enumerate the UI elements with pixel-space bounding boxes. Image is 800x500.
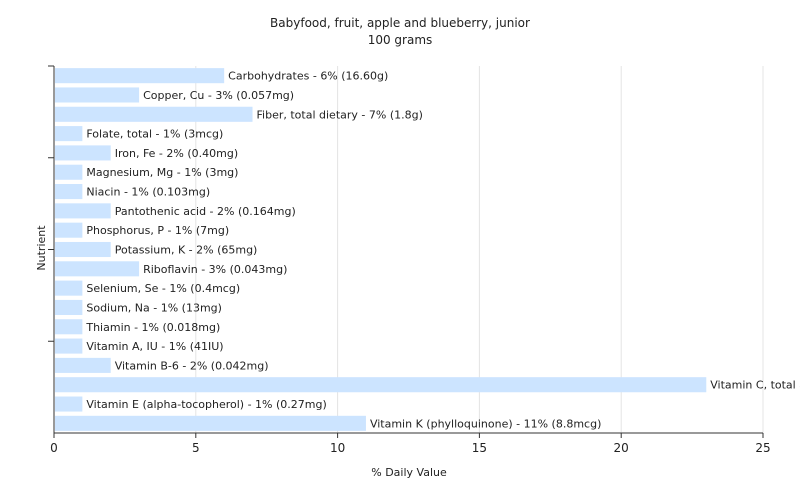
chart-title: Babyfood, fruit, apple and blueberry, ju… <box>270 16 530 30</box>
bar-label: Thiamin - 1% (0.018mg) <box>85 321 220 334</box>
bar <box>55 319 83 335</box>
bar-label: Sodium, Na - 1% (13mg) <box>86 301 222 314</box>
bar-label: Fiber, total dietary - 7% (1.8g) <box>257 108 423 121</box>
x-tick-label: 0 <box>50 441 58 455</box>
bar-label: Copper, Cu - 3% (0.057mg) <box>143 89 294 102</box>
bar-label: Vitamin A, IU - 1% (41IU) <box>86 340 223 353</box>
bar <box>55 106 253 122</box>
bar-label: Magnesium, Mg - 1% (3mg) <box>86 166 238 179</box>
bar-label: Carbohydrates - 6% (16.60g) <box>228 70 388 83</box>
bar <box>55 241 111 258</box>
bar <box>55 280 83 296</box>
x-tick-label: 5 <box>192 441 200 455</box>
bar <box>55 145 111 161</box>
bar-label: Vitamin C, total ascorbic acid - 23% (13… <box>710 379 800 392</box>
bar <box>55 203 111 219</box>
bar <box>55 87 140 103</box>
bar <box>55 415 366 431</box>
x-tick-label: 15 <box>472 441 487 455</box>
bar-label: Selenium, Se - 1% (0.4mcg) <box>86 282 240 295</box>
bar-label: Phosphorus, P - 1% (7mg) <box>86 224 229 237</box>
bar-label: Niacin - 1% (0.103mg) <box>86 186 210 199</box>
bar <box>55 222 83 238</box>
bar-label: Potassium, K - 2% (65mg) <box>115 244 258 257</box>
bar <box>55 377 707 393</box>
bar <box>55 338 83 354</box>
bar <box>55 184 83 200</box>
bar <box>55 68 225 84</box>
x-axis-label: % Daily Value <box>371 466 447 479</box>
bar-label: Pantothenic acid - 2% (0.164mg) <box>115 205 296 218</box>
bar <box>55 357 111 373</box>
bar-label: Riboflavin - 3% (0.043mg) <box>143 263 287 276</box>
bar <box>55 396 83 412</box>
bar <box>55 164 83 180</box>
x-tick-label: 25 <box>755 441 770 455</box>
bar-label: Vitamin B-6 - 2% (0.042mg) <box>115 359 269 372</box>
chart-subtitle: 100 grams <box>367 33 433 47</box>
bar <box>55 126 83 142</box>
y-axis-label: Nutrient <box>35 225 48 271</box>
bar-label: Folate, total - 1% (3mcg) <box>86 128 223 141</box>
bar <box>55 299 83 315</box>
bar-label: Vitamin K (phylloquinone) - 11% (8.8mcg) <box>370 417 601 430</box>
bars: Carbohydrates - 6% (16.60g) Copper, Cu - … <box>55 68 800 431</box>
bar <box>55 261 140 277</box>
x-tick-label: 20 <box>614 441 629 455</box>
x-tick-label: 10 <box>330 441 345 455</box>
bar-label: Iron, Fe - 2% (0.40mg) <box>115 147 238 160</box>
gridlines <box>195 66 764 433</box>
axes: 0 5 10 15 20 25 <box>48 65 771 455</box>
bar-label: Vitamin E (alpha-tocopherol) - 1% (0.27m… <box>86 398 326 411</box>
